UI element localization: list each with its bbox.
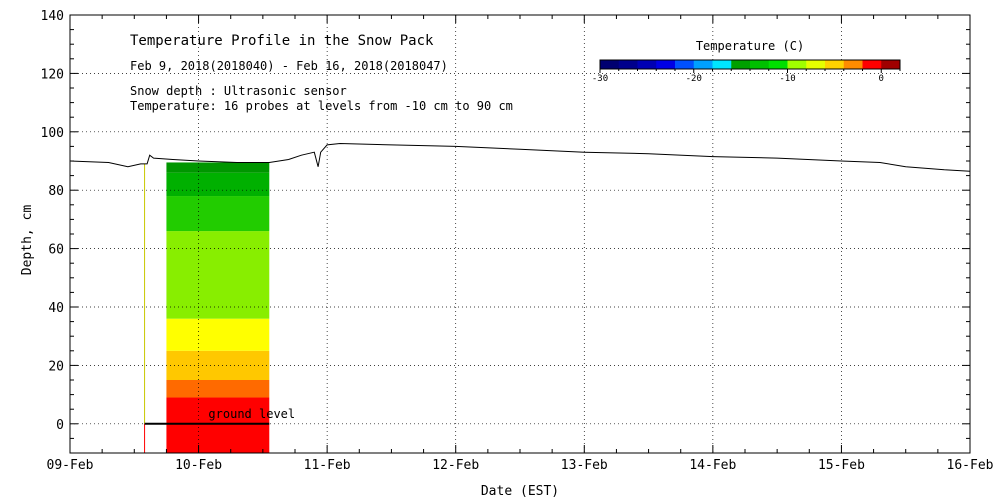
y-tick-label: 40: [48, 301, 64, 316]
y-tick-label: 100: [41, 126, 64, 141]
x-tick-label: 11-Feb: [304, 458, 351, 473]
snow-depth-line: [69, 142, 971, 172]
chart-subtitle: Feb 9, 2018(2018040) - Feb 16, 2018(2018…: [130, 59, 448, 73]
colorbar-swatch: [806, 60, 826, 69]
y-tick-label: 60: [48, 243, 64, 258]
note-temperature: Temperature: 16 probes at levels from -1…: [130, 99, 513, 113]
colorbar-swatch: [768, 60, 788, 69]
y-tick-label: 20: [48, 359, 64, 374]
ground-level-label: ground level: [208, 407, 295, 421]
y-tick-label: 120: [41, 67, 64, 82]
colorbar-swatch: [787, 60, 807, 69]
snow-depth-series: [69, 142, 971, 172]
temperature-band-2: [166, 350, 270, 380]
temperature-band-3: [166, 318, 270, 351]
x-axis-label: Date (EST): [481, 484, 559, 499]
x-tick-label: 12-Feb: [432, 458, 479, 473]
colorbar-swatch: [600, 60, 620, 69]
y-tick-label: 0: [56, 418, 64, 433]
x-tick-label: 16-Feb: [947, 458, 994, 473]
x-tick-label: 10-Feb: [175, 458, 222, 473]
colorbar-swatch: [881, 60, 901, 69]
colorbar-swatch: [675, 60, 695, 69]
colorbar-swatch: [637, 60, 657, 69]
colorbar-tick-label: -10: [779, 74, 795, 84]
y-tick-label: 80: [48, 184, 64, 199]
colorbar-tick-label: -30: [592, 74, 608, 84]
x-tick-label: 14-Feb: [689, 458, 736, 473]
temperature-band-1: [166, 380, 270, 398]
colorbar-swatch: [750, 60, 770, 69]
x-tick-label: 15-Feb: [818, 458, 865, 473]
colorbar-swatch: [712, 60, 732, 69]
y-tick-label: 140: [41, 9, 64, 24]
note-snow-depth: Snow depth : Ultrasonic sensor: [130, 84, 347, 98]
colorbar-tick-label: -20: [686, 74, 702, 84]
colorbar-swatch: [825, 60, 845, 69]
temperature-band-7: [166, 162, 270, 173]
colorbar-swatch: [618, 60, 638, 69]
x-tick-label: 09-Feb: [47, 458, 94, 473]
chart-title: Temperature Profile in the Snow Pack: [130, 33, 434, 49]
temperature-band-0: [166, 397, 270, 453]
colorbar-title: Temperature (C): [696, 39, 804, 53]
colorbar-swatch: [693, 60, 713, 69]
axes: 09-Feb 10-Feb 11-Feb 12-Feb 13-Feb 14-Feb 15-F…: [41, 9, 994, 473]
colorbar-swatch: [843, 60, 863, 69]
ground-level: ground level: [144, 407, 295, 425]
colorbar-swatch: [656, 60, 676, 69]
colorbar: Temperature (C) -30 -20 -10 0: [592, 39, 901, 84]
y-axis-label: Depth, cm: [20, 205, 35, 276]
temperature-bands: [144, 162, 270, 453]
temperature-band-6: [166, 172, 270, 197]
colorbar-tick-label: 0: [879, 74, 884, 84]
temperature-band-5: [166, 196, 270, 232]
colorbar-swatch: [862, 60, 882, 69]
x-tick-label: 13-Feb: [561, 458, 608, 473]
temperature-band-4: [166, 231, 270, 319]
colorbar-swatch: [731, 60, 751, 69]
